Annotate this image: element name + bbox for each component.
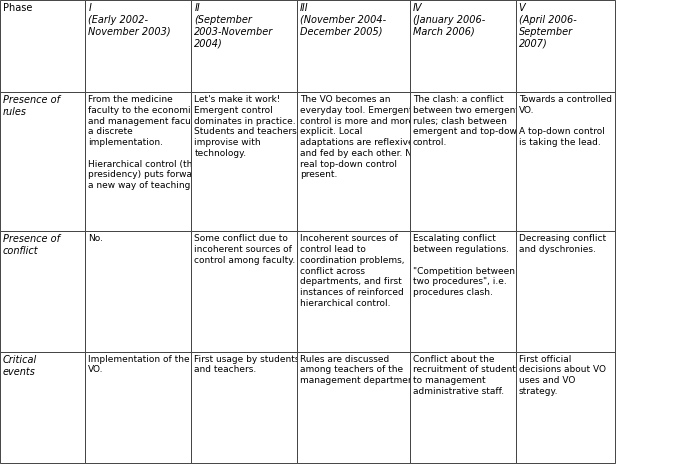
Text: The clash: a conflict
between two emergent
rules; clash between
emergent and top: The clash: a conflict between two emerge… bbox=[413, 95, 522, 147]
Text: First official
decisions about VO
uses and VO
strategy.: First official decisions about VO uses a… bbox=[518, 354, 606, 396]
Text: Incoherent sources of
control lead to
coordination problems,
conflict across
dep: Incoherent sources of control lead to co… bbox=[300, 234, 404, 308]
Bar bbox=[410, 231, 516, 352]
Bar bbox=[0, 0, 85, 92]
Bar bbox=[297, 92, 410, 231]
Bar bbox=[410, 92, 516, 231]
Bar bbox=[191, 0, 297, 92]
Text: Decreasing conflict
and dyschronies.: Decreasing conflict and dyschronies. bbox=[518, 234, 606, 254]
Bar bbox=[191, 352, 297, 463]
Bar bbox=[0, 352, 85, 463]
Text: Presence of
conflict: Presence of conflict bbox=[3, 234, 60, 256]
Text: Critical
events: Critical events bbox=[3, 354, 38, 377]
Text: No.: No. bbox=[88, 234, 103, 243]
Text: Implementation of the
VO.: Implementation of the VO. bbox=[88, 354, 190, 374]
Bar bbox=[297, 352, 410, 463]
Bar bbox=[410, 0, 516, 92]
Bar bbox=[191, 231, 297, 352]
Text: Rules are discussed
among teachers of the
management department.: Rules are discussed among teachers of th… bbox=[300, 354, 420, 385]
Bar bbox=[516, 0, 615, 92]
Bar bbox=[85, 0, 191, 92]
Text: Towards a controlled
VO.

A top-down control
is taking the lead.: Towards a controlled VO. A top-down cont… bbox=[518, 95, 612, 147]
Text: Conflict about the
recruitment of students
to management
administrative staff.: Conflict about the recruitment of studen… bbox=[413, 354, 520, 396]
Bar bbox=[85, 92, 191, 231]
Bar bbox=[516, 352, 615, 463]
Bar bbox=[85, 231, 191, 352]
Text: II
(September
2003-November
2004): II (September 2003-November 2004) bbox=[194, 3, 273, 49]
Bar bbox=[0, 92, 85, 231]
Text: III
(November 2004-
December 2005): III (November 2004- December 2005) bbox=[300, 3, 386, 37]
Text: Escalating conflict
between regulations.

"Competition between
two procedures", : Escalating conflict between regulations.… bbox=[413, 234, 515, 297]
Text: IV
(January 2006-
March 2006): IV (January 2006- March 2006) bbox=[413, 3, 485, 37]
Bar bbox=[516, 231, 615, 352]
Text: From the medicine
faculty to the economics
and management faculty:
a discrete
im: From the medicine faculty to the economi… bbox=[88, 95, 205, 190]
Text: The VO becomes an
everyday tool. Emergent
control is more and more
explicit. Loc: The VO becomes an everyday tool. Emergen… bbox=[300, 95, 417, 179]
Text: V
(April 2006-
September
2007): V (April 2006- September 2007) bbox=[518, 3, 576, 49]
Text: First usage by students
and teachers.: First usage by students and teachers. bbox=[194, 354, 300, 374]
Bar bbox=[297, 231, 410, 352]
Text: Let's make it work!
Emergent control
dominates in practice.
Students and teacher: Let's make it work! Emergent control dom… bbox=[194, 95, 297, 158]
Text: I
(Early 2002-
November 2003): I (Early 2002- November 2003) bbox=[88, 3, 171, 37]
Text: Phase: Phase bbox=[3, 3, 32, 13]
Text: Presence of
rules: Presence of rules bbox=[3, 95, 60, 117]
Bar bbox=[0, 231, 85, 352]
Bar bbox=[85, 352, 191, 463]
Bar bbox=[191, 92, 297, 231]
Bar bbox=[516, 92, 615, 231]
Bar bbox=[410, 352, 516, 463]
Text: Some conflict due to
incoherent sources of
control among faculty.: Some conflict due to incoherent sources … bbox=[194, 234, 296, 265]
Bar bbox=[297, 0, 410, 92]
